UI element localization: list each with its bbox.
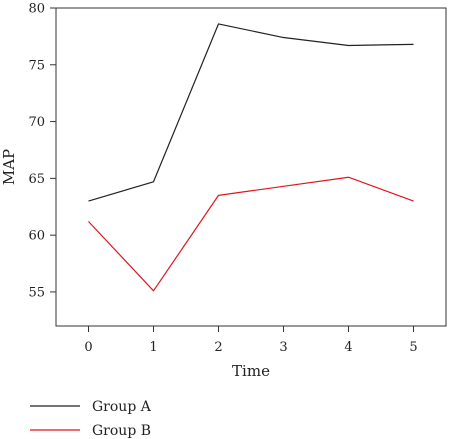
x-tick-label: 5 xyxy=(409,340,417,355)
legend-label: Group A xyxy=(92,399,152,415)
legend-label: Group B xyxy=(92,423,151,439)
x-tick-label: 4 xyxy=(344,340,352,355)
y-tick-label: 80 xyxy=(28,2,45,17)
y-axis-ticks: 55 60 65 70 75 80 xyxy=(28,2,56,300)
x-tick-label: 0 xyxy=(84,340,92,355)
x-axis-title: Time xyxy=(232,362,270,380)
x-tick-label: 2 xyxy=(214,340,222,355)
x-tick-label: 3 xyxy=(279,340,287,355)
series-line-group-a xyxy=(88,23,414,202)
y-tick-label: 60 xyxy=(28,229,45,244)
y-tick-label: 55 xyxy=(28,285,45,300)
y-tick-label: 70 xyxy=(28,115,45,130)
series-line-group-b xyxy=(88,176,414,292)
y-axis-title: MAP xyxy=(0,149,18,185)
x-tick-label: 1 xyxy=(149,340,157,355)
y-tick-label: 65 xyxy=(28,172,45,187)
plot-frame xyxy=(55,7,447,327)
x-axis-ticks: 0 1 2 3 4 5 xyxy=(84,326,418,355)
y-tick-label: 75 xyxy=(28,58,45,73)
legend: Group A Group B xyxy=(30,399,152,439)
series-lines xyxy=(88,23,414,292)
